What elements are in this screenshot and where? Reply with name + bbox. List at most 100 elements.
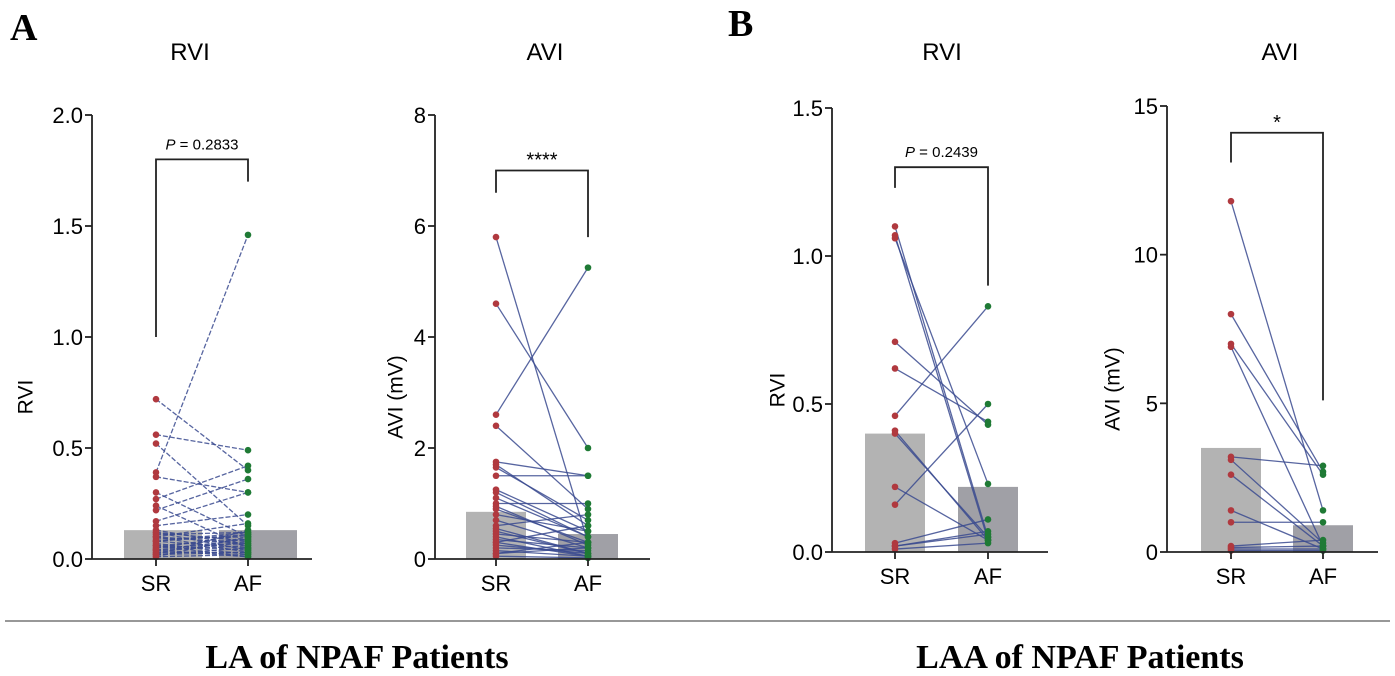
pair-line [495, 541, 589, 557]
sr-point [1227, 197, 1235, 205]
pair-line [155, 491, 249, 522]
y-tick-label: 0 [1146, 540, 1158, 565]
sr-point [492, 472, 500, 480]
pair-line [1230, 346, 1324, 547]
sr-point [492, 525, 500, 532]
significance-bracket [1230, 131, 1324, 401]
af-point [244, 462, 252, 470]
af-point [584, 552, 592, 560]
pair-line [894, 433, 989, 538]
y-tick-label: 4 [414, 325, 426, 350]
x-tick-label: SR [141, 571, 172, 596]
pair-line [894, 542, 989, 550]
af-point [1319, 462, 1327, 470]
pair-line [155, 553, 249, 558]
sr-point [492, 464, 500, 471]
sr-point [891, 365, 899, 372]
af-point [584, 522, 592, 529]
pair-line [495, 497, 589, 538]
pair-line [155, 476, 249, 494]
y-tick-label: 8 [414, 103, 426, 128]
x-tick-label: AF [234, 571, 262, 596]
pair-line [894, 518, 989, 544]
group-title-la: LA of NPAF Patients [205, 639, 508, 676]
af-point [1319, 471, 1327, 478]
pair-line [894, 305, 989, 417]
pair-line [155, 545, 249, 558]
pair-line [155, 434, 249, 451]
pair-line [495, 489, 589, 532]
af-point [584, 264, 592, 271]
significance-bracket [894, 166, 989, 286]
af-point [584, 500, 592, 507]
pair-line [155, 491, 249, 538]
y-tick-label: 0.5 [52, 436, 83, 461]
af-point [584, 544, 592, 552]
pair-line [155, 536, 249, 545]
pair-line [155, 443, 249, 527]
pair-line [495, 538, 589, 549]
sr-point [891, 223, 899, 230]
x-tick-label: AF [974, 564, 1002, 589]
chart-b-rvi: RVI RVI 0.0 0.5 1.0 1.5 SR AF P = 0.2439 [767, 39, 1048, 589]
pair-line [155, 536, 249, 558]
af-point [244, 446, 252, 454]
sr-point [492, 489, 500, 496]
af-point [244, 231, 252, 239]
sr-point [492, 411, 500, 419]
sr-point [492, 516, 500, 524]
af-point [584, 511, 592, 518]
pair-line [155, 551, 249, 556]
pair-line [1230, 459, 1324, 544]
pair-line [155, 234, 249, 473]
y-tick-label: 10 [1134, 243, 1158, 268]
y-tick-label: 1.5 [52, 214, 83, 239]
sr-point [492, 502, 500, 510]
pair-line [495, 303, 589, 449]
chart-b-avi: AVI AVI (mV) 0 5 10 15 SR AF * [1102, 39, 1378, 589]
af-point [984, 400, 992, 408]
sr-point [1227, 507, 1235, 514]
pair-line [1230, 509, 1324, 550]
af-point [984, 516, 992, 523]
af-point [244, 489, 252, 496]
af-point [584, 444, 592, 452]
pair-line [1230, 474, 1324, 547]
pair-line [155, 478, 249, 511]
af-point [984, 303, 992, 310]
af-point [984, 539, 992, 547]
sr-point [152, 395, 160, 403]
sr-point [492, 422, 500, 430]
y-tick-label: 1.5 [792, 96, 823, 121]
sr-point [492, 550, 500, 557]
af-point [244, 475, 252, 483]
af-point [584, 527, 592, 535]
bar-sr [1201, 447, 1261, 552]
sr-point [891, 234, 899, 242]
pair-line [1230, 343, 1324, 476]
significance-bracket [155, 158, 249, 337]
pair-line [495, 466, 589, 521]
y-axis-label: RVI [767, 373, 790, 408]
x-tick-label: SR [481, 571, 512, 596]
sr-point [152, 551, 160, 558]
y-tick-label: 1.0 [792, 244, 823, 269]
pair-line [894, 533, 989, 547]
af-point [1319, 518, 1327, 526]
af-point [244, 535, 252, 543]
pair-line [1230, 539, 1324, 547]
group-title-laa: LAA of NPAF Patients [916, 639, 1244, 676]
af-point [984, 418, 992, 426]
sr-point [891, 412, 899, 420]
af-point [584, 516, 592, 524]
y-axis-label: AVI (mV) [385, 355, 408, 439]
pair-line [155, 538, 249, 547]
sr-point [152, 506, 160, 514]
af-point [984, 530, 992, 538]
chart-title: AVI [527, 39, 564, 66]
pair-line [495, 513, 589, 527]
af-point [1319, 536, 1327, 544]
p-value: = 0.2439 [915, 144, 978, 161]
pair-line [495, 505, 589, 546]
pair-line [894, 341, 989, 426]
